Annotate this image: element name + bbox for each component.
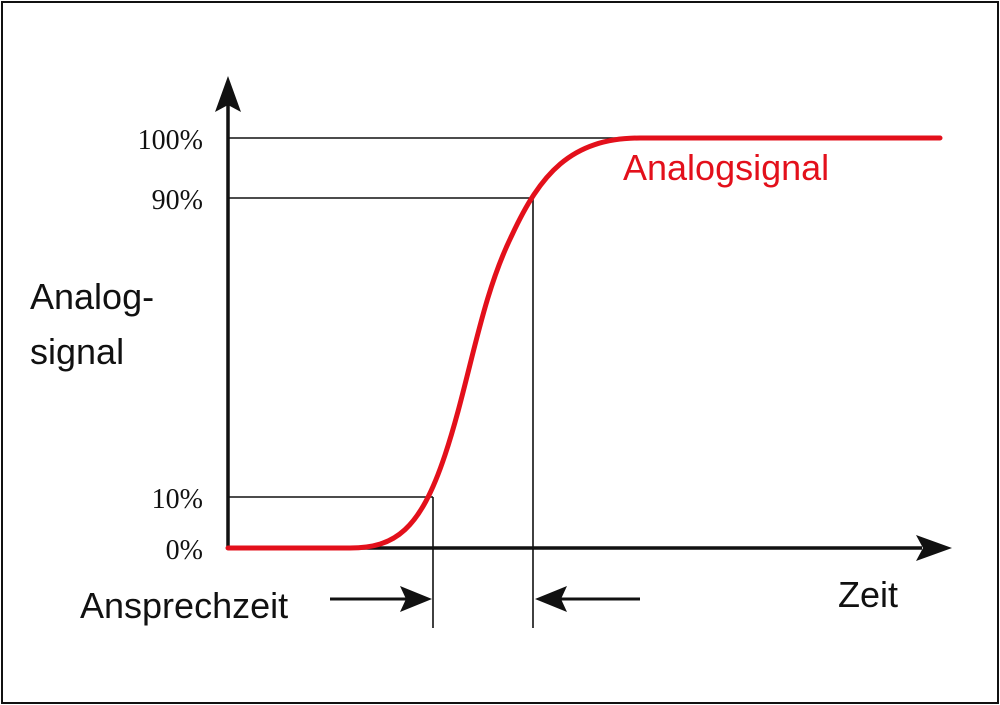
x-axis-arrowhead	[916, 535, 952, 561]
tick-label-100: 100%	[138, 125, 203, 156]
tick-label-0: 0%	[166, 535, 203, 566]
tick-label-10: 10%	[152, 484, 203, 515]
response-arrow-left-head	[400, 586, 432, 612]
y-axis-label-line1: Analog-	[30, 276, 154, 317]
y-axis-arrowhead	[215, 76, 241, 112]
response-time-label: Ansprechzeit	[80, 585, 288, 626]
response-arrow-right-head	[535, 586, 567, 612]
tick-label-90: 90%	[152, 185, 203, 216]
curve-label: Analogsignal	[623, 147, 829, 188]
y-axis-label-line2: signal	[30, 331, 124, 372]
analog-signal-curve	[225, 135, 943, 551]
x-axis-label: Zeit	[838, 574, 898, 615]
